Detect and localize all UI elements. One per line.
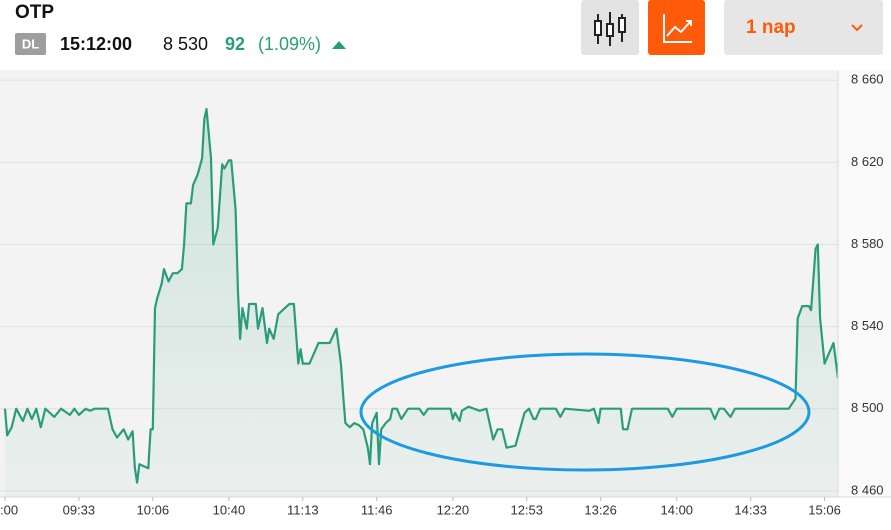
ticker: OTP [15, 2, 54, 23]
candlestick-icon [594, 12, 626, 46]
x-tick-label: 13:26 [584, 502, 617, 517]
time: 15:12:00 [60, 34, 132, 54]
y-tick-label: 8 540 [851, 318, 884, 333]
line-chart-button[interactable] [648, 0, 705, 55]
x-tick-label: 14:00 [661, 502, 694, 517]
price-line [3, 107, 838, 484]
x-tick-label: 12:53 [510, 502, 543, 517]
y-tick-label: 8 660 [851, 72, 884, 87]
candlestick-button[interactable] [581, 0, 639, 55]
x-tick-label: 11:13 [287, 502, 319, 517]
x-tick-label: 14:33 [734, 502, 767, 517]
price: 8 530 [163, 34, 208, 54]
axis-labels: 8 460 8 500 8 540 8 580 8 620 8 660 :00 09:33 10… [0, 72, 884, 518]
x-tick-label: 12:20 [437, 502, 470, 517]
plot [3, 107, 838, 497]
change-percent: (1.09%) [258, 34, 321, 54]
x-tick-label: 09:33 [63, 502, 96, 517]
chevron [851, 24, 863, 32]
x-tick-label: 11:46 [361, 502, 393, 517]
y-tick-label: 8 500 [851, 400, 884, 415]
period-dropdown[interactable]: 1 nap [724, 0, 883, 55]
x-tick-label: 10:06 [137, 502, 170, 517]
period-label: 1 nap [746, 17, 796, 38]
area [5, 109, 838, 497]
line-icon [663, 14, 692, 43]
highlight-ellipse [359, 352, 811, 472]
up-arrow [332, 41, 346, 49]
x-tick-label: 10:40 [213, 502, 246, 517]
y-tick-label: 8 460 [851, 482, 884, 497]
axis-background [838, 70, 891, 497]
x-tick-label: 15:06 [808, 502, 841, 517]
dropdown-bg [724, 0, 883, 55]
y-tick-label: 8 620 [851, 154, 884, 169]
y-tick-label: 8 580 [851, 236, 884, 251]
badge-text: DL [22, 36, 39, 51]
badge [15, 33, 46, 55]
x-tick-label: :00 [0, 502, 18, 517]
change: 92 [225, 34, 245, 54]
